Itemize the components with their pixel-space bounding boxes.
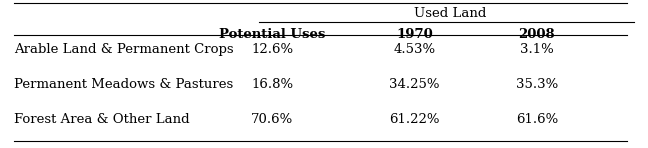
Text: 34.25%: 34.25%	[389, 78, 439, 91]
Text: Arable Land & Permanent Crops: Arable Land & Permanent Crops	[14, 43, 234, 56]
Text: Used Land: Used Land	[413, 7, 486, 20]
Text: 61.22%: 61.22%	[389, 112, 439, 126]
Text: 12.6%: 12.6%	[251, 43, 294, 56]
Text: 1970: 1970	[396, 28, 433, 41]
Text: 16.8%: 16.8%	[251, 78, 294, 91]
Text: Permanent Meadows & Pastures: Permanent Meadows & Pastures	[14, 78, 233, 91]
Text: 35.3%: 35.3%	[516, 78, 558, 91]
Text: 70.6%: 70.6%	[251, 112, 294, 126]
Text: Potential Uses: Potential Uses	[219, 28, 325, 41]
Text: 4.53%: 4.53%	[393, 43, 435, 56]
Text: Forest Area & Other Land: Forest Area & Other Land	[14, 112, 190, 126]
Text: 3.1%: 3.1%	[520, 43, 554, 56]
Text: 61.6%: 61.6%	[516, 112, 558, 126]
Text: 2008: 2008	[518, 28, 555, 41]
